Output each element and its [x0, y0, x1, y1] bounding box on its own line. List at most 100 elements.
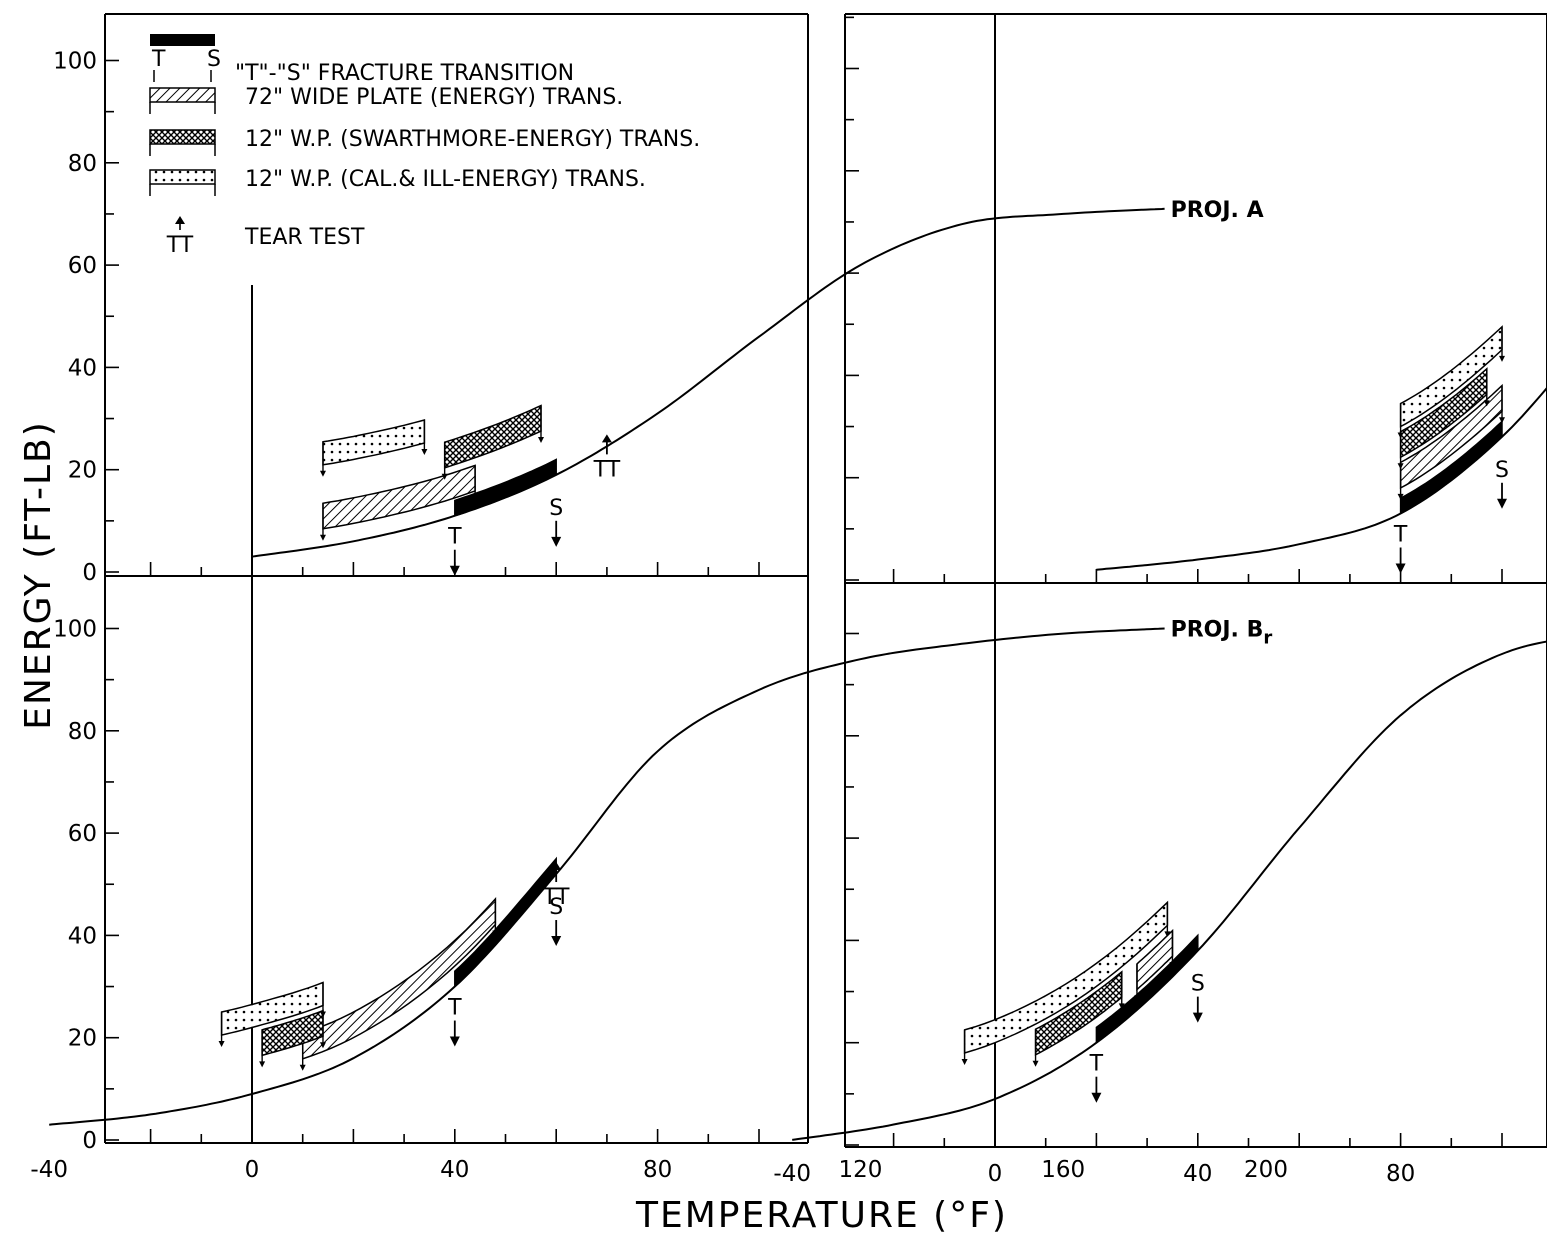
marker-arrowhead [1497, 498, 1507, 509]
band-swarthmore [443, 404, 542, 469]
band-end-arrowhead [259, 1061, 266, 1068]
band-end-arrowhead [319, 534, 326, 541]
legend-tt-arrowhead [175, 216, 185, 224]
panel-a: 0 20 40 60 80 100 PROJ. A T S TT [53, 49, 1264, 587]
x-tick-label: -40 [30, 1157, 68, 1183]
band-end-arrowhead [319, 1042, 326, 1049]
marker-label-s: S [1495, 458, 1509, 483]
marker-arrowhead [1395, 563, 1406, 574]
x-tick-label: 160 [1041, 1157, 1085, 1183]
panel-bn: -4004080120160200PROJ. BnTS [773, 583, 1547, 1187]
marker-arrowhead [551, 936, 562, 947]
x-tick-label: 200 [1244, 1157, 1288, 1183]
legend-label: "T"-"S" FRACTURE TRANSITION [235, 61, 574, 86]
y-tick-label: 100 [53, 49, 97, 75]
marker-label-s: S [1191, 972, 1205, 997]
x-tick-label: -40 [773, 1161, 811, 1187]
marker-label-t: T [447, 525, 462, 550]
x-axis-title: TEMPERATURE (°F) [635, 1195, 1008, 1234]
band-ts [454, 856, 557, 989]
band-end-arrowhead [961, 1058, 968, 1065]
y-tick-label: 60 [68, 821, 97, 847]
band-end-arrowhead [1164, 931, 1171, 938]
y-tick-label: 60 [68, 253, 97, 279]
series-curve-br [49, 627, 1165, 1126]
band-end-arrowhead [1483, 400, 1490, 407]
band-end-arrowhead [441, 473, 448, 480]
legend-entry-5: TT TEAR TEST [166, 216, 365, 258]
legend-label: TEAR TEST [244, 225, 365, 250]
band-end-arrowhead [1499, 355, 1505, 362]
band-ts [1399, 419, 1503, 515]
x-tick-label: 0 [245, 1157, 260, 1183]
x-tick-label: 80 [1386, 1161, 1415, 1187]
marker-arrowhead [449, 565, 460, 576]
legend-symbol-solid [150, 34, 215, 46]
legend-marker-s: S [207, 47, 221, 72]
x-tick-label: 120 [838, 1157, 882, 1183]
y-tick-label: 80 [68, 719, 97, 745]
legend-label: 12" W.P. (CAL.& ILL-ENERGY) TRANS. [245, 167, 646, 192]
panel-label-a: PROJ. A [1171, 198, 1264, 223]
band-end-arrowhead [492, 930, 499, 937]
band-end-arrowhead [1169, 962, 1176, 969]
legend-entry-1: T S "T"-"S" FRACTURE TRANSITION [150, 34, 574, 86]
band-end-arrowhead [537, 437, 544, 444]
y-tick-label: 80 [68, 151, 97, 177]
panel-c: PROJ. CTSTT [845, 14, 1547, 583]
marker-label-tt: TT [593, 457, 621, 482]
y-axis-title: ENERGY (FT-LB) [18, 420, 59, 730]
y-tick-label: 40 [68, 923, 97, 949]
marker-arrowhead [551, 862, 562, 871]
marker-arrowhead [449, 1036, 460, 1047]
y-tick-label: 20 [68, 1026, 97, 1052]
legend-marker-t: T [151, 47, 166, 72]
band-end-arrowhead [1118, 1003, 1125, 1010]
band-wp72 [301, 896, 497, 1060]
marker-arrowhead [1091, 1092, 1102, 1103]
x-tick-label: 80 [643, 1157, 672, 1183]
marker-label-s: S [549, 496, 563, 521]
x-tick-label: 0 [988, 1161, 1003, 1187]
band-end-arrowhead [1397, 493, 1404, 500]
y-tick-label: 0 [82, 1128, 97, 1154]
band-end-arrowhead [1032, 1060, 1039, 1067]
band-end-arrowhead [472, 496, 479, 503]
marker-label-t: T [1089, 1052, 1104, 1077]
series-curve-bn [792, 640, 1547, 1141]
band-wp72 [322, 464, 476, 530]
legend-tt-marker: TT [166, 233, 194, 258]
band-end-arrowhead [299, 1064, 306, 1071]
y-tick-label: 40 [68, 355, 97, 381]
y-tick-label: 0 [82, 560, 97, 586]
marker-arrowhead [551, 536, 562, 547]
band-ts [454, 458, 557, 517]
band-end-arrowhead [319, 470, 326, 477]
legend-label: 72" WIDE PLATE (ENERGY) TRANS. [245, 85, 623, 110]
panel-br: -40 0 40 80 120 160 200 0 20 40 60 80 100 PROJ. Br T S T… [30, 576, 1288, 1183]
marker-label-t: T [1393, 523, 1408, 548]
band-end-arrowhead [218, 1041, 225, 1048]
legend-entry-3: 12" W.P. (SWARTHMORE-ENERGY) TRANS. [149, 127, 700, 156]
marker-label-t: T [447, 996, 462, 1021]
marker-arrowhead [601, 434, 612, 443]
band-end-arrowhead [1133, 995, 1140, 1002]
band-cal_ill [322, 419, 426, 466]
panel-label-br: PROJ. Br [1171, 618, 1273, 649]
y-tick-label: 100 [53, 617, 97, 643]
x-tick-label: 40 [1183, 1161, 1212, 1187]
panel-frames [104, 13, 1547, 1148]
panel-label-subscript: r [1263, 628, 1272, 649]
x-tick-label: 40 [440, 1157, 469, 1183]
legend-symbol-diagonal-hatch-band [149, 87, 216, 103]
marker-arrowhead [1192, 1012, 1203, 1023]
band-end-arrowhead [421, 449, 428, 456]
band-end-arrowhead [1397, 432, 1404, 439]
legend-entry-4: 12" W.P. (CAL.& ILL-ENERGY) TRANS. [149, 167, 646, 196]
legend-symbol-dotted-band [149, 169, 216, 185]
band-end-arrowhead [1397, 463, 1404, 470]
marker-label-tt: TT [542, 885, 570, 910]
